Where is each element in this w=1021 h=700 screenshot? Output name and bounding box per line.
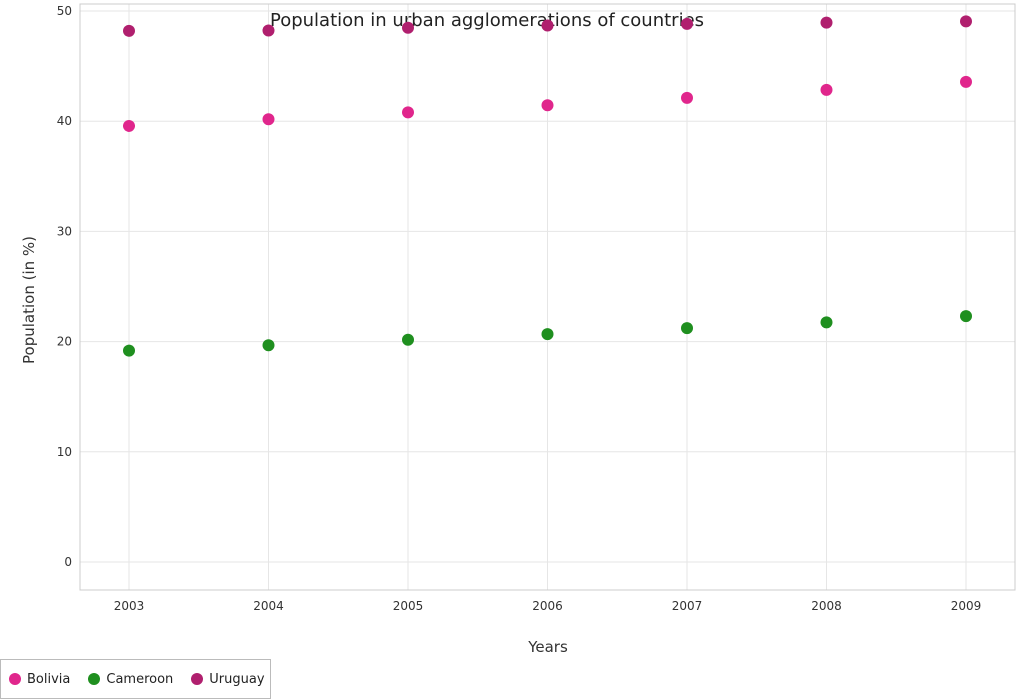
y-tick-label: 20: [57, 335, 72, 349]
x-tick-label: 2005: [393, 599, 424, 613]
x-tick-label: 2004: [253, 599, 284, 613]
data-point-bolivia: [541, 99, 554, 112]
plot-frame: [79, 3, 1016, 591]
data-point-cameroon: [123, 344, 135, 357]
data-point-cameroon: [541, 328, 554, 341]
y-tick-label: 10: [57, 445, 72, 459]
data-point-bolivia: [262, 113, 275, 126]
legend-swatch-cameroon: [88, 673, 101, 685]
data-point-cameroon: [681, 322, 693, 335]
legend: Bolivia Cameroon Uruguay: [0, 659, 271, 699]
chart-title: Population in urban agglomerations of co…: [270, 10, 704, 31]
data-point-uruguay: [541, 19, 554, 32]
data-point-cameroon: [820, 316, 833, 329]
data-point-uruguay: [681, 17, 693, 30]
data-point-bolivia: [820, 83, 833, 96]
data-point-cameroon: [960, 310, 972, 323]
legend-swatch-bolivia: [9, 673, 21, 685]
data-points: [123, 15, 972, 357]
data-point-uruguay: [262, 24, 275, 37]
grid: [80, 4, 1015, 590]
y-tick-label: 40: [57, 114, 72, 128]
data-point-uruguay: [820, 16, 833, 29]
legend-label-bolivia: Bolivia: [27, 671, 71, 687]
x-tick-label: 2009: [951, 599, 982, 613]
x-tick-label: 2006: [532, 599, 563, 613]
data-point-bolivia: [960, 75, 972, 88]
legend-label-uruguay: Uruguay: [209, 671, 265, 687]
legend-item-cameroon: Cameroon: [88, 672, 173, 687]
legend-item-bolivia: Bolivia: [9, 672, 70, 687]
x-axis-ticks: 2003 2004 2005 2006 2007 2008 2009: [114, 599, 982, 613]
data-point-uruguay: [960, 15, 972, 28]
legend-swatch-uruguay: [191, 673, 204, 685]
y-axis-label: Population (in %): [20, 236, 38, 364]
y-axis-ticks: 0 10 20 30 40 50: [57, 4, 72, 569]
data-point-bolivia: [123, 119, 135, 132]
x-axis-label: Years: [527, 638, 568, 656]
legend-item-uruguay: Uruguay: [191, 671, 265, 687]
y-tick-label: 30: [57, 224, 72, 238]
x-tick-label: 2008: [811, 599, 842, 613]
data-point-cameroon: [262, 339, 275, 352]
x-tick-label: 2003: [114, 599, 145, 613]
data-point-uruguay: [402, 21, 414, 34]
data-point-bolivia: [681, 91, 693, 104]
x-tick-label: 2007: [672, 599, 703, 613]
y-tick-label: 50: [57, 4, 72, 18]
data-point-bolivia: [402, 106, 414, 119]
data-point-cameroon: [402, 333, 414, 346]
legend-label-cameroon: Cameroon: [106, 671, 174, 687]
data-point-uruguay: [123, 24, 135, 37]
y-tick-label: 0: [64, 555, 72, 569]
